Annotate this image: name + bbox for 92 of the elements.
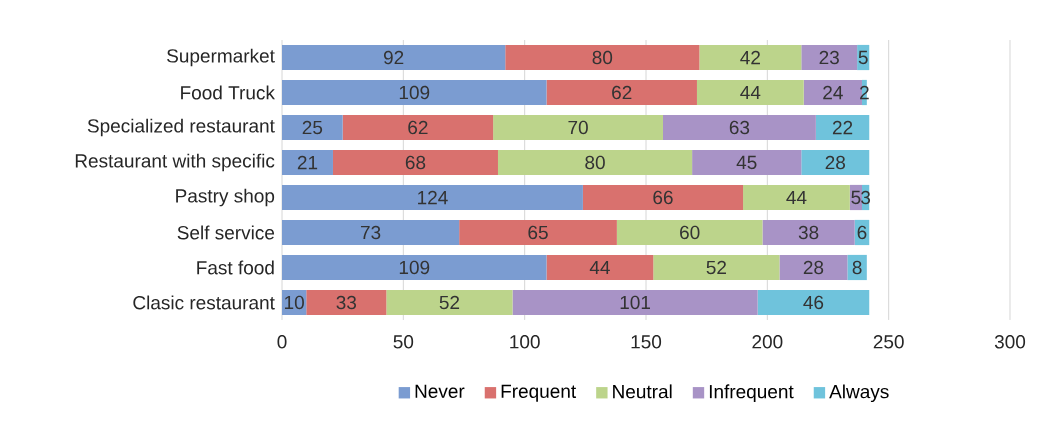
data-label: 109 (399, 85, 430, 100)
data-label: 21 (297, 155, 318, 170)
data-label: 25 (302, 120, 323, 135)
x-tick-label: 200 (752, 335, 783, 349)
bar (616, 219, 763, 246)
y-tick-label: Food Truck (181, 85, 275, 100)
x-tick-label: 0 (277, 335, 287, 349)
bar (692, 149, 802, 176)
data-label: 92 (383, 50, 404, 65)
data-label: 5 (851, 190, 861, 205)
data-label: 33 (336, 295, 357, 310)
data-label: 124 (418, 190, 448, 205)
x-tick-label: 300 (994, 335, 1026, 349)
legend-label: Always (829, 384, 889, 403)
bar (306, 289, 387, 316)
bar (459, 219, 617, 246)
bar (743, 184, 850, 211)
bar (512, 289, 758, 316)
data-label: 52 (706, 260, 726, 275)
bar (282, 79, 547, 106)
data-label: 42 (740, 50, 760, 65)
y-tick-label: Specialized restaurant (87, 118, 275, 137)
bar (847, 254, 867, 281)
bar (662, 114, 816, 141)
bar (696, 79, 804, 106)
bar (546, 254, 654, 281)
bar (815, 114, 870, 141)
data-label: 101 (620, 295, 650, 310)
bar (282, 219, 460, 246)
bar (801, 44, 858, 71)
bar (757, 289, 870, 316)
x-tick-label: 250 (873, 335, 904, 349)
data-label: 73 (360, 225, 381, 240)
data-label: 5 (858, 50, 868, 65)
y-tick-label: Supermarket (167, 48, 275, 67)
legend-label: Never (415, 384, 465, 398)
bar (762, 219, 855, 246)
data-label: 80 (592, 50, 613, 65)
bar (779, 254, 848, 281)
data-label: 8 (852, 260, 862, 275)
data-label: 44 (740, 85, 761, 100)
bar (582, 184, 744, 211)
bar (653, 254, 780, 281)
data-label: 70 (568, 120, 588, 135)
bar (386, 289, 513, 316)
data-label: 10 (285, 295, 304, 310)
y-tick-label: Pastry shop (176, 188, 275, 207)
legend-label: Neutral (613, 384, 672, 399)
bar (282, 44, 506, 71)
bar (801, 149, 870, 176)
data-label: 46 (803, 295, 824, 310)
bar (505, 44, 700, 71)
data-label: 28 (803, 260, 824, 275)
x-tick-label: 150 (631, 335, 662, 349)
bar (282, 184, 583, 211)
bar (803, 79, 862, 106)
data-label: 22 (832, 120, 853, 135)
data-label: 24 (823, 85, 843, 100)
legend-label: Frequent (501, 384, 577, 402)
data-label: 52 (439, 295, 460, 310)
y-tick-label: Restaurant with specific (75, 153, 275, 172)
data-label: 28 (825, 155, 846, 170)
y-tick-label: Clasic restaurant (133, 295, 275, 310)
x-tick-label: 100 (510, 335, 540, 349)
data-label: 62 (612, 85, 632, 100)
data-label: 23 (819, 50, 839, 65)
bar (497, 149, 693, 176)
bar (546, 79, 697, 106)
data-label: 44 (786, 190, 807, 205)
bar (332, 149, 498, 176)
data-label: 60 (680, 225, 700, 240)
bar (282, 149, 333, 176)
legend-label: Infrequent (709, 384, 794, 403)
data-label: 38 (798, 225, 819, 240)
data-label: 66 (653, 190, 673, 205)
data-label: 62 (408, 120, 428, 135)
y-tick-label: Self service (177, 225, 275, 240)
data-label: 63 (729, 120, 750, 135)
data-label: 65 (528, 225, 548, 240)
data-label: 6 (857, 225, 867, 240)
data-label: 109 (399, 260, 430, 275)
bar (342, 114, 494, 141)
bar (282, 254, 547, 281)
y-tick-label: Fast food (197, 260, 274, 275)
data-label: 44 (589, 260, 610, 275)
bar (699, 44, 802, 71)
data-label: 68 (405, 155, 426, 170)
bar (282, 114, 343, 141)
bar (493, 114, 663, 141)
x-tick-label: 50 (393, 335, 414, 349)
data-label: 45 (736, 155, 757, 170)
data-label: 80 (585, 155, 605, 170)
